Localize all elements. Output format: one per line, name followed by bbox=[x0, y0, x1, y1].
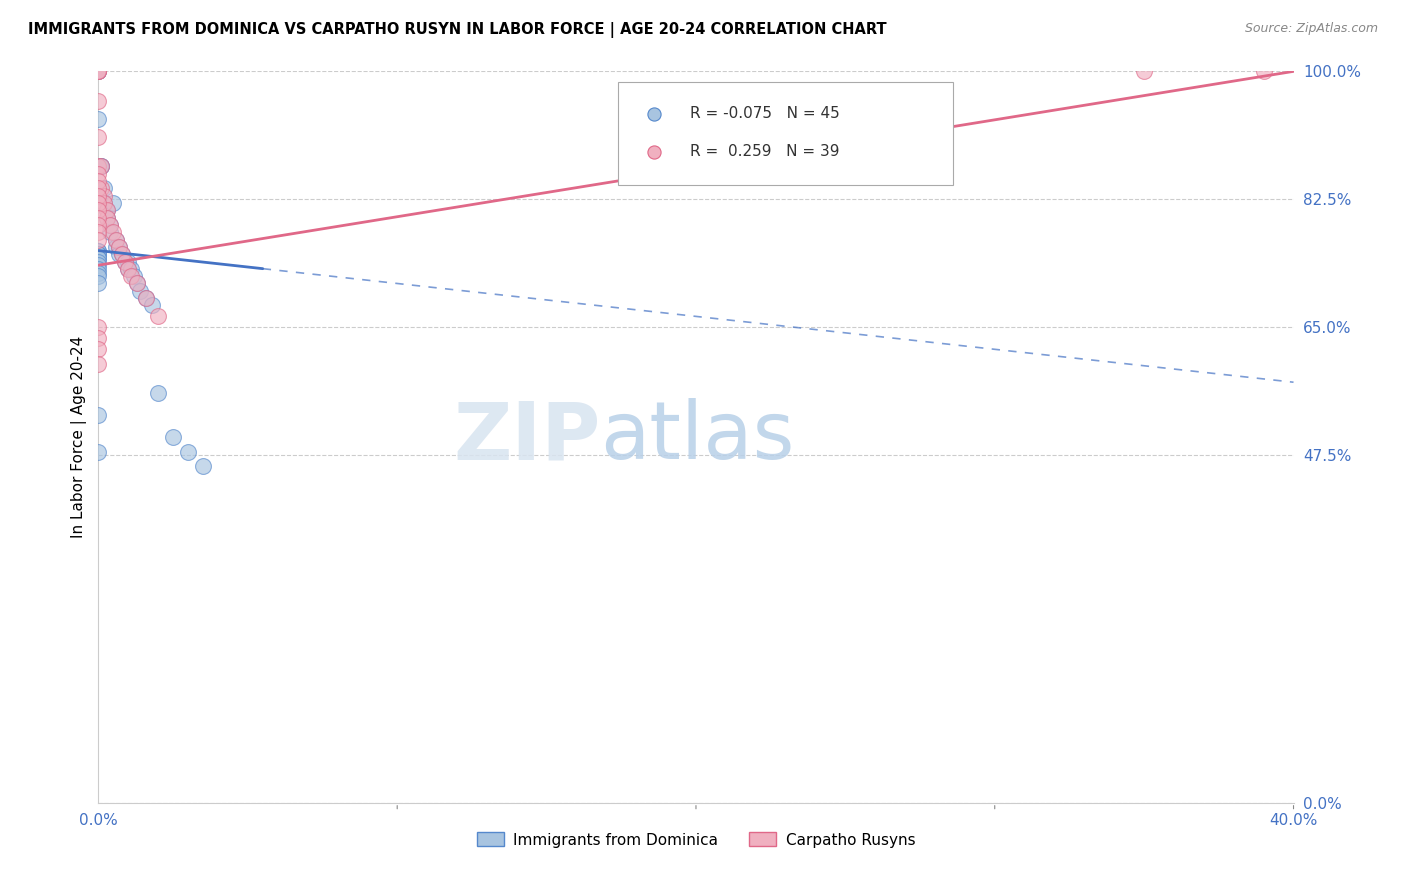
Point bbox=[87, 225, 110, 239]
Text: ZIP: ZIP bbox=[453, 398, 600, 476]
Point bbox=[87, 277, 110, 291]
Point bbox=[148, 310, 170, 324]
Point bbox=[124, 269, 146, 284]
Point bbox=[177, 444, 200, 458]
Point bbox=[141, 298, 163, 312]
Point bbox=[87, 181, 110, 195]
FancyBboxPatch shape bbox=[619, 82, 953, 185]
Point bbox=[96, 203, 118, 218]
Point bbox=[87, 320, 110, 334]
Point bbox=[103, 196, 125, 211]
Point bbox=[87, 357, 110, 371]
Point bbox=[127, 277, 149, 291]
Text: Source: ZipAtlas.com: Source: ZipAtlas.com bbox=[1244, 22, 1378, 36]
Point bbox=[87, 211, 110, 225]
Point bbox=[135, 291, 157, 305]
Point bbox=[87, 64, 110, 78]
Point bbox=[103, 225, 125, 239]
Point bbox=[111, 247, 134, 261]
Point bbox=[87, 266, 110, 280]
Text: R = -0.075   N = 45: R = -0.075 N = 45 bbox=[690, 106, 839, 121]
Point bbox=[93, 196, 115, 211]
Point bbox=[87, 251, 110, 265]
Point bbox=[93, 196, 115, 211]
Point bbox=[1253, 64, 1275, 78]
Point bbox=[90, 181, 112, 195]
Point bbox=[96, 211, 118, 225]
Point bbox=[87, 203, 110, 218]
Point bbox=[117, 261, 139, 276]
Point bbox=[87, 64, 110, 78]
Point bbox=[87, 254, 110, 268]
Point bbox=[87, 244, 110, 258]
Text: R =  0.259   N = 39: R = 0.259 N = 39 bbox=[690, 145, 839, 160]
Text: atlas: atlas bbox=[600, 398, 794, 476]
Point bbox=[105, 233, 128, 247]
Point bbox=[87, 233, 110, 247]
Point bbox=[108, 240, 131, 254]
Point bbox=[111, 247, 134, 261]
Point bbox=[117, 254, 139, 268]
Point bbox=[1133, 64, 1156, 78]
Point bbox=[114, 254, 136, 268]
Point bbox=[98, 225, 122, 239]
Point bbox=[87, 188, 110, 202]
Point bbox=[87, 258, 110, 272]
Point bbox=[87, 218, 110, 232]
Point bbox=[87, 251, 110, 265]
Point bbox=[87, 269, 110, 284]
Point bbox=[87, 261, 110, 276]
Point bbox=[105, 233, 128, 247]
Point bbox=[87, 244, 110, 258]
Point bbox=[87, 130, 110, 145]
Point bbox=[114, 254, 136, 268]
Point bbox=[162, 430, 184, 444]
Point bbox=[108, 240, 131, 254]
Point bbox=[108, 247, 131, 261]
Point bbox=[93, 181, 115, 195]
Point bbox=[98, 218, 122, 232]
Point bbox=[87, 408, 110, 422]
Point bbox=[98, 218, 122, 232]
Point bbox=[87, 331, 110, 345]
Point bbox=[129, 284, 152, 298]
Point bbox=[87, 160, 110, 174]
Point bbox=[87, 112, 110, 126]
Point bbox=[105, 240, 128, 254]
Point bbox=[87, 64, 110, 78]
Point bbox=[90, 160, 112, 174]
Point bbox=[93, 188, 115, 202]
Y-axis label: In Labor Force | Age 20-24: In Labor Force | Age 20-24 bbox=[72, 336, 87, 538]
Point bbox=[96, 211, 118, 225]
Point bbox=[87, 64, 110, 78]
Point bbox=[87, 174, 110, 188]
Point bbox=[96, 203, 118, 218]
Point bbox=[120, 269, 142, 284]
Point bbox=[120, 261, 142, 276]
Point bbox=[135, 291, 157, 305]
Point bbox=[87, 247, 110, 261]
Legend: Immigrants from Dominica, Carpatho Rusyns: Immigrants from Dominica, Carpatho Rusyn… bbox=[471, 826, 921, 854]
Point bbox=[90, 160, 112, 174]
Point bbox=[87, 64, 110, 78]
Point bbox=[90, 160, 112, 174]
Point bbox=[87, 167, 110, 181]
Point bbox=[87, 444, 110, 458]
Point bbox=[191, 459, 214, 474]
Point bbox=[127, 277, 149, 291]
Point bbox=[117, 261, 139, 276]
Point bbox=[87, 94, 110, 108]
Point bbox=[87, 343, 110, 357]
Point bbox=[87, 247, 110, 261]
Point bbox=[87, 196, 110, 211]
Point bbox=[148, 386, 170, 401]
Text: IMMIGRANTS FROM DOMINICA VS CARPATHO RUSYN IN LABOR FORCE | AGE 20-24 CORRELATIO: IMMIGRANTS FROM DOMINICA VS CARPATHO RUS… bbox=[28, 22, 887, 38]
Point bbox=[87, 64, 110, 78]
